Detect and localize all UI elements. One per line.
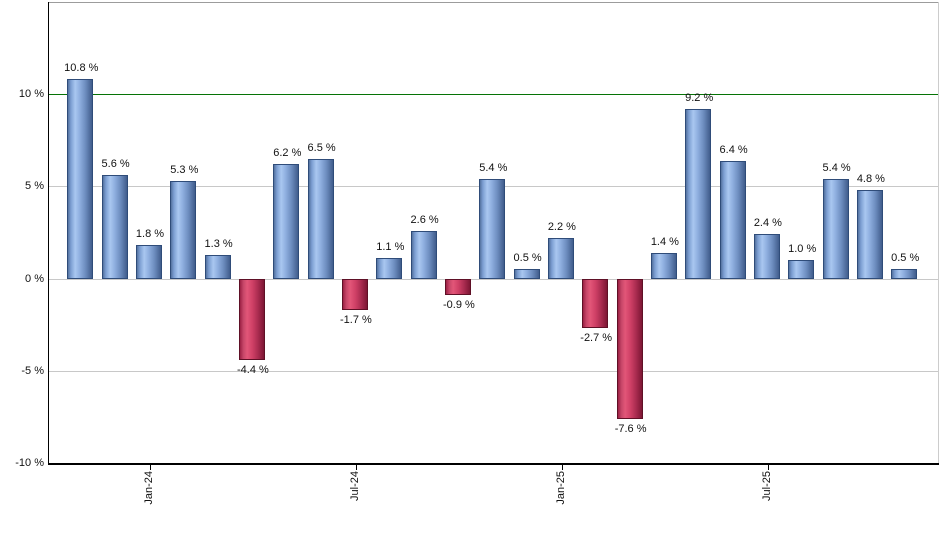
x-axis-tick — [561, 464, 563, 470]
bar-value-label: 5.6 % — [101, 158, 130, 171]
x-axis-tick — [150, 464, 151, 470]
bar-value-label: 5.4 % — [822, 162, 851, 174]
bar-value-label: 5.4 % — [479, 162, 508, 174]
bar — [410, 230, 437, 279]
bar-value-label: -4.4 % — [236, 363, 269, 376]
bar-value-label: -2.7 % — [580, 332, 613, 345]
x-axis-tick-label: Jan-25 — [554, 471, 567, 505]
x-axis-tick-label: Jan-24 — [143, 471, 155, 505]
bar-value-label: 5.3 % — [170, 163, 199, 176]
x-axis-tick-label: Jul-25 — [760, 471, 773, 501]
bar — [788, 260, 815, 279]
bar — [376, 258, 403, 279]
x-axis-tick — [767, 464, 769, 470]
bar — [479, 179, 506, 279]
bar — [547, 238, 574, 279]
bar-value-label: 1.3 % — [204, 237, 233, 250]
bar — [616, 278, 643, 419]
bar-value-label: 1.1 % — [376, 241, 405, 254]
bar — [444, 278, 471, 296]
bar-value-label: 2.2 % — [547, 221, 576, 233]
bar — [513, 269, 540, 279]
bar-value-label: 4.8 % — [856, 173, 885, 186]
y-axis-tick-label: 5 % — [25, 180, 44, 193]
bar-value-label: 1.4 % — [650, 235, 679, 248]
bar — [822, 179, 849, 279]
threshold-line — [49, 94, 938, 96]
y-axis-tick-label: -5 % — [21, 364, 44, 377]
plot-area: 10.8 % 5.6 % 1.8 % 5.3 % 1.3 % -4.4 % 6.2 % 6.5… — [49, 2, 938, 463]
y-axis-line — [48, 2, 49, 464]
x-axis-line — [48, 463, 939, 465]
bar — [341, 278, 368, 310]
gridline — [49, 278, 938, 280]
gridline — [49, 370, 938, 372]
bar — [273, 164, 300, 279]
bar — [685, 109, 712, 279]
bar — [753, 234, 780, 279]
bar-value-label: 9.2 % — [685, 92, 714, 104]
bar-value-label: 2.6 % — [410, 213, 439, 226]
bar — [307, 158, 334, 279]
x-axis-tick-label: Jul-24 — [348, 471, 361, 501]
bar-value-label: 2.4 % — [753, 217, 782, 230]
bar — [136, 245, 162, 279]
bar — [101, 175, 128, 279]
bar-value-label: 6.4 % — [719, 143, 748, 156]
bar — [719, 160, 746, 279]
bar — [67, 79, 94, 279]
bar-value-label: 6.2 % — [273, 147, 302, 160]
y-axis-tick-label: 10 % — [18, 88, 44, 101]
bar — [238, 278, 265, 360]
plot-right-border — [938, 2, 939, 464]
bar — [650, 252, 677, 279]
bar-value-label: 10.8 % — [64, 62, 99, 75]
bar-value-label: -7.6 % — [614, 422, 647, 435]
bar-value-label: 0.5 % — [891, 252, 920, 265]
bar — [582, 278, 609, 329]
bar-value-label: 6.5 % — [307, 141, 336, 154]
plot-top-border — [49, 2, 939, 3]
bar-value-label: -0.9 % — [442, 299, 475, 312]
bar-value-label: -1.7 % — [339, 313, 372, 326]
bar-value-label: 1.0 % — [788, 243, 817, 256]
bar — [856, 190, 883, 279]
bar — [170, 180, 197, 279]
bar-value-label: 0.5 % — [513, 252, 542, 265]
y-axis-tick-label: -10 % — [15, 457, 44, 469]
x-axis-tick — [355, 464, 357, 470]
bar — [204, 254, 231, 279]
y-axis-tick-label: 0 % — [25, 272, 44, 285]
bar — [891, 269, 918, 279]
bar-value-label: 1.8 % — [135, 228, 165, 241]
